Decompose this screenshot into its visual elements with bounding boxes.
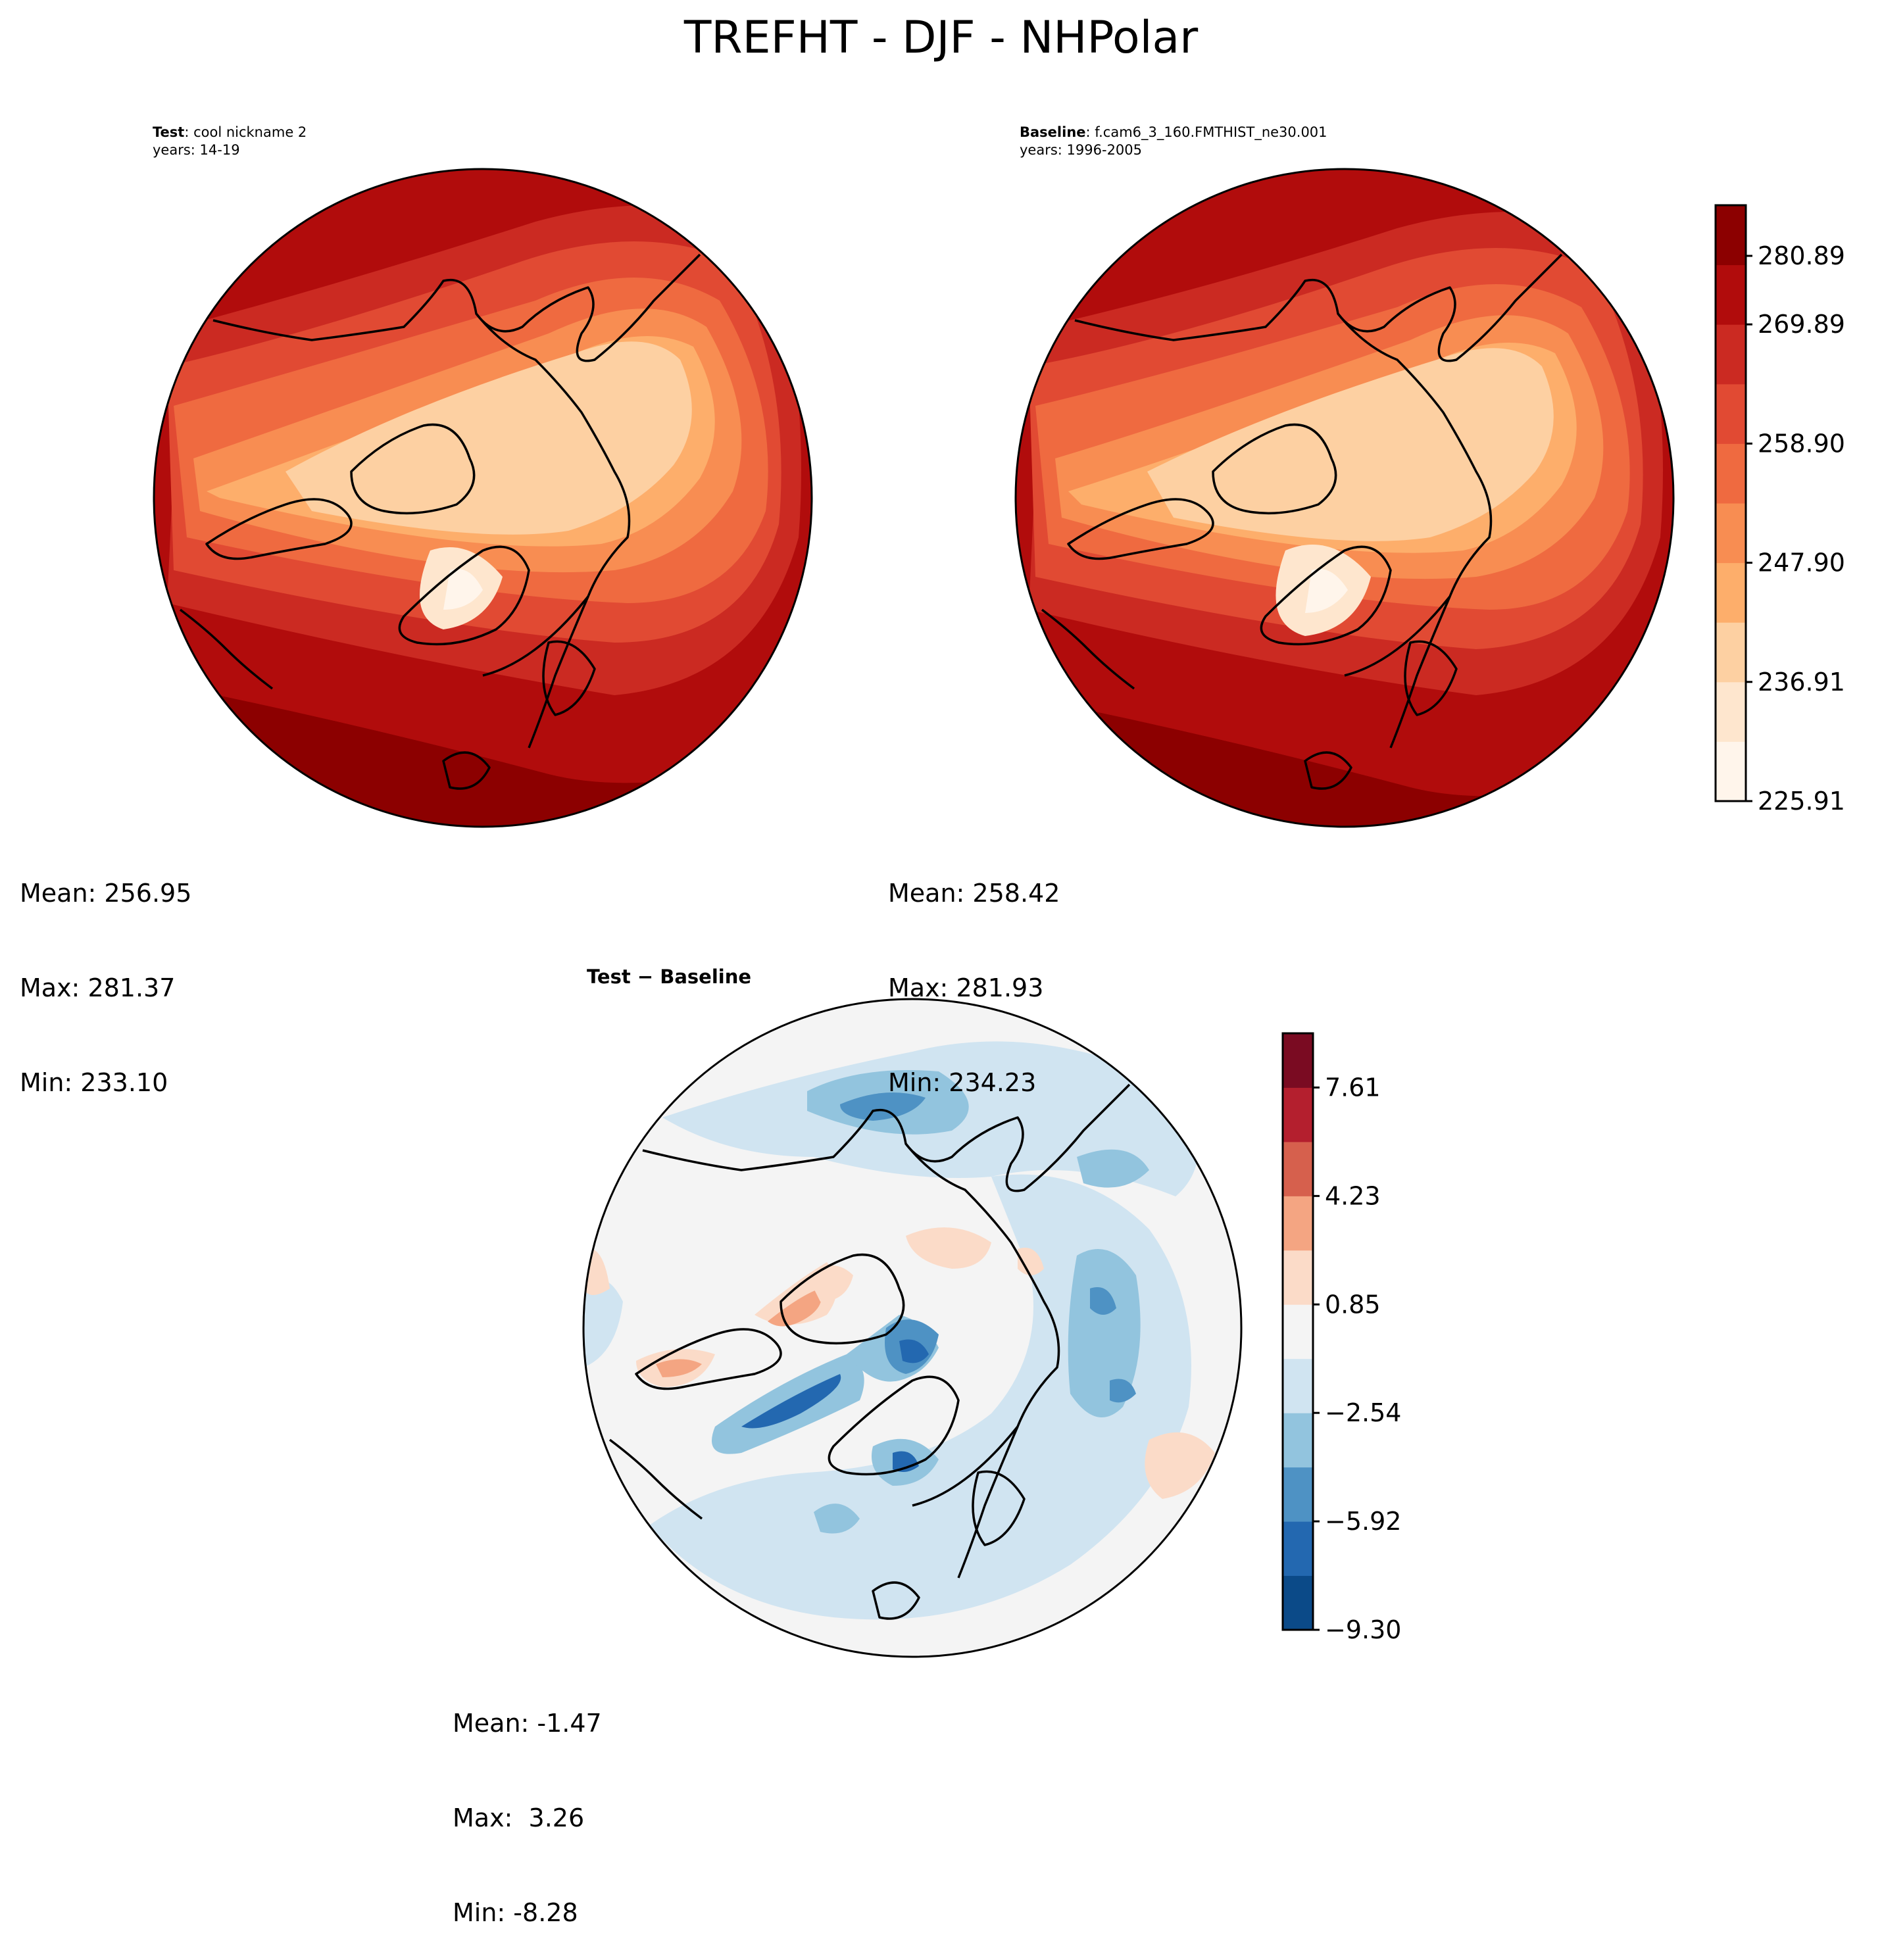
cbar-main-tick-label: 236.91 xyxy=(1758,668,1845,697)
figure-canvas: 225.91 236.91 247.90 258.90 269.89 280.89 −9.… xyxy=(153,168,1845,1658)
cbar-diff-swatch xyxy=(1283,1467,1313,1522)
diff-title: Test − Baseline xyxy=(587,966,752,988)
cbar-diff-swatch xyxy=(1283,1521,1313,1577)
baseline-min: Min: 234.23 xyxy=(888,1068,1037,1097)
baseline-max: Max: 281.93 xyxy=(888,973,1044,1002)
cbar-main-tick-label: 225.91 xyxy=(1758,787,1845,816)
diff-mean: Mean: -1.47 xyxy=(453,1709,602,1738)
colorbar-temperature: 225.91 236.91 247.90 258.90 269.89 280.89 xyxy=(1714,204,1845,816)
diff-min: Min: -8.28 xyxy=(453,1898,578,1927)
cbar-main-frame xyxy=(1714,204,1747,802)
test-nickname: : cool nickname 2 xyxy=(184,124,307,140)
test-coastlines xyxy=(179,253,701,790)
cbar-diff-swatch xyxy=(1283,1575,1313,1630)
cbar-main-swatch xyxy=(1716,622,1746,683)
colorbar-difference: −9.30 −5.92 −2.54 0.85 4.23 7.61 xyxy=(1281,1032,1401,1644)
cbar-main-tick-label: 280.89 xyxy=(1758,241,1845,270)
baseline-map xyxy=(1014,168,1675,828)
figure-title: TREFHT - DJF - NHPolar xyxy=(683,12,1199,64)
cbar-diff-tick-label: 4.23 xyxy=(1325,1181,1381,1210)
test-stats: Mean: 256.95 Max: 281.37 Min: 233.10 xyxy=(20,814,191,1130)
cbar-main-swatch xyxy=(1716,503,1746,564)
cbar-diff-swatch xyxy=(1283,1358,1313,1413)
diff-coastlines xyxy=(608,1083,1131,1620)
baseline-mean: Mean: 258.42 xyxy=(888,879,1060,908)
cbar-diff-swatch xyxy=(1283,1413,1313,1468)
cbar-main-swatch xyxy=(1716,205,1746,266)
cbar-main-swatch xyxy=(1716,324,1746,385)
cbar-main-swatch xyxy=(1716,383,1746,444)
cbar-main-swatch xyxy=(1716,264,1746,325)
baseline-years: years: 1996-2005 xyxy=(1020,142,1143,158)
cbar-diff-swatch xyxy=(1283,1087,1313,1142)
test-mean: Mean: 256.95 xyxy=(20,879,192,908)
cbar-main-tick-label: 258.90 xyxy=(1758,429,1845,458)
diff-map xyxy=(582,998,1243,1658)
test-years: years: 14-19 xyxy=(153,142,240,158)
cbar-diff-swatch xyxy=(1283,1141,1313,1196)
cbar-diff-tick-label: 7.61 xyxy=(1325,1073,1381,1102)
cbar-diff-tick-label: −9.30 xyxy=(1325,1615,1401,1644)
test-map xyxy=(153,168,813,828)
cbar-main-swatch xyxy=(1716,443,1746,504)
baseline-header: Baseline: f.cam6_3_160.FMTHIST_ne30.001 … xyxy=(1020,124,1327,159)
cbar-diff-frame xyxy=(1281,1032,1314,1631)
test-max: Max: 281.37 xyxy=(20,973,176,1002)
test-label: Test xyxy=(153,124,185,140)
cbar-diff-swatch xyxy=(1283,1250,1313,1305)
cbar-main-swatch xyxy=(1716,681,1746,742)
cbar-main-swatch xyxy=(1716,562,1746,623)
cbar-diff-tick-label: 0.85 xyxy=(1325,1290,1381,1319)
cbar-diff-tick-label: −2.54 xyxy=(1325,1398,1401,1427)
cbar-main-tick-label: 247.90 xyxy=(1758,549,1845,577)
cbar-main-swatch xyxy=(1716,741,1746,802)
cbar-diff-swatch xyxy=(1283,1033,1313,1088)
baseline-stats: Mean: 258.42 Max: 281.93 Min: 234.23 xyxy=(888,814,1060,1130)
diff-stats: Mean: -1.47 Max: 3.26 Min: -8.28 xyxy=(453,1644,602,1960)
cbar-diff-swatch xyxy=(1283,1304,1313,1360)
diff-max: Max: 3.26 xyxy=(453,1803,585,1832)
baseline-coastlines xyxy=(1041,253,1563,790)
cbar-diff-tick-label: −5.92 xyxy=(1325,1507,1401,1536)
test-header: Test: cool nickname 2 years: 14-19 xyxy=(153,124,307,159)
baseline-case: : f.cam6_3_160.FMTHIST_ne30.001 xyxy=(1085,124,1327,140)
cbar-main-tick-label: 269.89 xyxy=(1758,310,1845,339)
cbar-diff-swatch xyxy=(1283,1196,1313,1251)
baseline-label: Baseline xyxy=(1020,124,1086,140)
test-min: Min: 233.10 xyxy=(20,1068,168,1097)
